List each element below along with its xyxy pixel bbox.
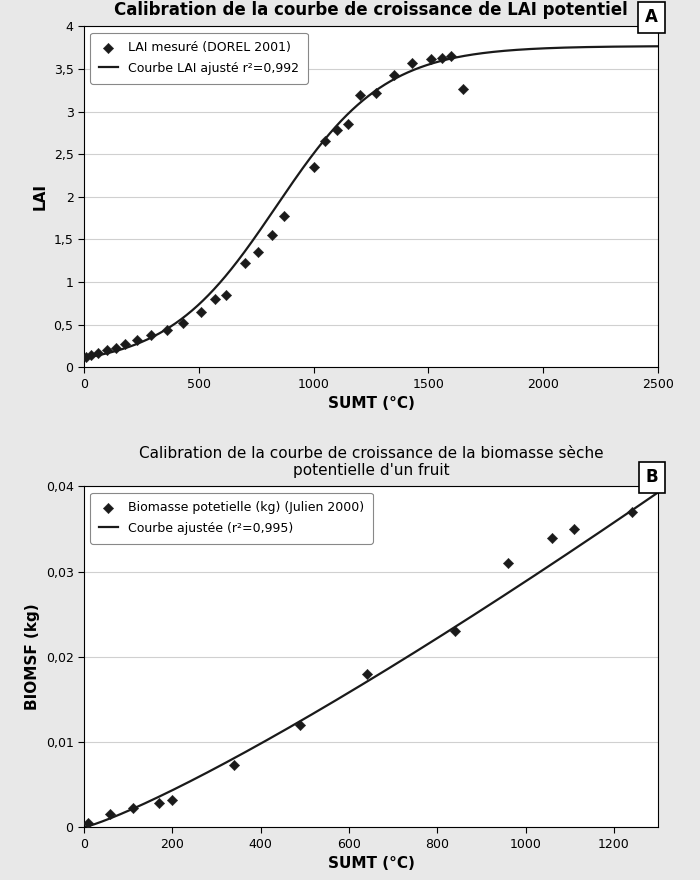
Biomasse potetielle (kg) (Julien 2000) [127,802,138,816]
LAI mesuré (DOREL 2001) [131,333,142,347]
Biomasse potetielle (kg) (Julien 2000) [228,758,239,772]
Courbe LAI ajusté r²=0,992 [637,41,645,52]
LAI mesuré (DOREL 2001) [253,246,264,260]
LAI mesuré (DOREL 2001) [220,288,232,302]
LAI mesuré (DOREL 2001) [446,49,457,63]
Courbe ajustée (r²=0,995) [344,688,352,699]
LAI mesuré (DOREL 2001) [354,87,365,101]
Courbe LAI ajusté r²=0,992 [80,353,88,363]
X-axis label: SUMT (°C): SUMT (°C) [328,856,414,871]
Courbe ajustée (r²=0,995) [80,822,88,832]
LAI mesuré (DOREL 2001) [407,56,418,70]
Title: Calibration de la courbe de croissance de la biomasse sèche
potentielle d'un fru: Calibration de la courbe de croissance d… [139,446,603,479]
LAI mesuré (DOREL 2001) [331,123,342,137]
Y-axis label: BIOMSF (kg): BIOMSF (kg) [25,604,40,710]
Biomasse potetielle (kg) (Julien 2000) [153,796,164,810]
LAI mesuré (DOREL 2001) [370,86,382,100]
Line: Courbe LAI ajusté r²=0,992: Courbe LAI ajusté r²=0,992 [84,47,658,358]
LAI mesuré (DOREL 2001) [437,51,448,65]
Courbe LAI ajusté r²=0,992 [532,43,540,54]
LAI mesuré (DOREL 2001) [425,52,436,66]
LAI mesuré (DOREL 2001) [195,304,206,319]
LAI mesuré (DOREL 2001) [457,83,468,97]
LAI mesuré (DOREL 2001) [120,337,131,351]
LAI mesuré (DOREL 2001) [389,68,400,82]
Courbe LAI ajusté r²=0,992 [109,347,118,357]
Courbe ajustée (r²=0,995) [654,488,662,498]
LAI mesuré (DOREL 2001) [267,228,278,242]
Biomasse potetielle (kg) (Julien 2000) [295,718,306,732]
Courbe ajustée (r²=0,995) [637,499,645,510]
Text: B: B [645,468,658,487]
LAI mesuré (DOREL 2001) [319,135,330,149]
Courbe ajustée (r²=0,995) [637,499,645,510]
Legend: LAI mesuré (DOREL 2001), Courbe LAI ajusté r²=0,992: LAI mesuré (DOREL 2001), Courbe LAI ajus… [90,33,307,84]
Line: Courbe ajustée (r²=0,995): Courbe ajustée (r²=0,995) [84,493,658,827]
LAI mesuré (DOREL 2001) [92,346,104,360]
Title: Calibration de la courbe de croissance de LAI potentiel: Calibration de la courbe de croissance d… [114,1,628,19]
LAI mesuré (DOREL 2001) [102,343,113,357]
Biomasse potetielle (kg) (Julien 2000) [105,807,116,821]
Legend: Biomasse potetielle (kg) (Julien 2000), Courbe ajustée (r²=0,995): Biomasse potetielle (kg) (Julien 2000), … [90,493,372,544]
Courbe ajustée (r²=0,995) [359,678,368,689]
Biomasse potetielle (kg) (Julien 2000) [449,624,461,638]
LAI mesuré (DOREL 2001) [342,117,354,131]
Biomasse potetielle (kg) (Julien 2000) [167,793,178,807]
Courbe LAI ajusté r²=0,992 [637,41,645,52]
LAI mesuré (DOREL 2001) [308,160,319,174]
LAI mesuré (DOREL 2001) [209,292,220,306]
Biomasse potetielle (kg) (Julien 2000) [626,505,637,519]
Y-axis label: LAI: LAI [33,183,48,210]
LAI mesuré (DOREL 2001) [177,316,188,330]
LAI mesuré (DOREL 2001) [145,327,156,341]
LAI mesuré (DOREL 2001) [85,348,97,363]
LAI mesuré (DOREL 2001) [239,256,251,270]
Biomasse potetielle (kg) (Julien 2000) [547,531,558,545]
X-axis label: SUMT (°C): SUMT (°C) [328,396,414,411]
Biomasse potetielle (kg) (Julien 2000) [503,556,514,570]
Biomasse potetielle (kg) (Julien 2000) [83,816,94,830]
Courbe LAI ajusté r²=0,992 [344,109,352,120]
LAI mesuré (DOREL 2001) [80,350,92,364]
LAI mesuré (DOREL 2001) [161,323,172,337]
Biomasse potetielle (kg) (Julien 2000) [361,667,372,681]
Biomasse potetielle (kg) (Julien 2000) [568,522,580,536]
LAI mesuré (DOREL 2001) [111,341,122,356]
Courbe LAI ajusté r²=0,992 [654,41,662,52]
Courbe ajustée (r²=0,995) [109,812,118,823]
Text: A: A [645,9,658,26]
Courbe LAI ajusté r²=0,992 [359,95,368,106]
LAI mesuré (DOREL 2001) [278,209,289,224]
Courbe ajustée (r²=0,995) [532,569,540,580]
